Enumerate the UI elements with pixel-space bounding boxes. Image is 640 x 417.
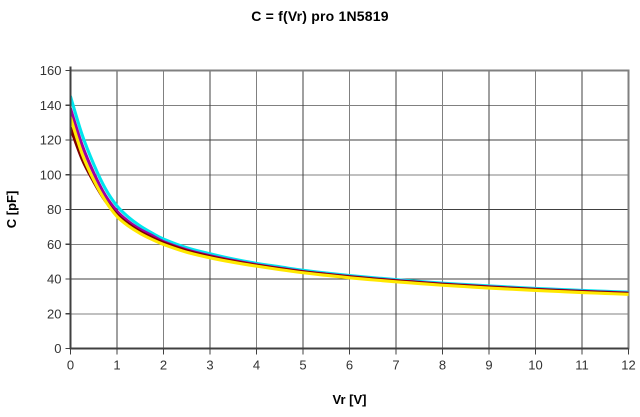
- y-tick-label: 100: [40, 167, 62, 182]
- x-tick-label: 5: [299, 358, 306, 373]
- y-tick-label: 160: [40, 63, 62, 78]
- x-tick-label: 4: [253, 358, 260, 373]
- y-tick-label: 80: [47, 202, 61, 217]
- x-tick-label: 3: [206, 358, 213, 373]
- x-axis-title: Vr [V]: [333, 392, 367, 407]
- axes: [65, 66, 630, 355]
- x-tick-label: 0: [67, 358, 74, 373]
- y-tick-label: 0: [54, 341, 61, 356]
- x-tick-label: 1: [113, 358, 120, 373]
- y-tick-label: 20: [47, 306, 61, 321]
- x-tick-label: 6: [346, 358, 353, 373]
- y-tick-label: 60: [47, 237, 61, 252]
- x-tick-label: 9: [485, 358, 492, 373]
- data-series-layer: [70, 95, 629, 296]
- chart-title: C = f(Vr) pro 1N5819: [251, 8, 389, 24]
- y-tick-label: 40: [47, 272, 61, 287]
- series-line-sample-4: [70, 115, 629, 296]
- y-tick-label: 120: [40, 133, 62, 148]
- y-axis-title: C [pF]: [4, 191, 19, 229]
- x-tick-label: 10: [528, 358, 542, 373]
- x-tick-label: 7: [392, 358, 399, 373]
- x-tick-label: 8: [439, 358, 446, 373]
- x-tick-label: 11: [575, 358, 589, 373]
- x-tick-label: 2: [160, 358, 167, 373]
- gridlines: [69, 69, 630, 350]
- y-tick-label: 140: [40, 98, 62, 113]
- x-tick-label: 12: [621, 358, 635, 373]
